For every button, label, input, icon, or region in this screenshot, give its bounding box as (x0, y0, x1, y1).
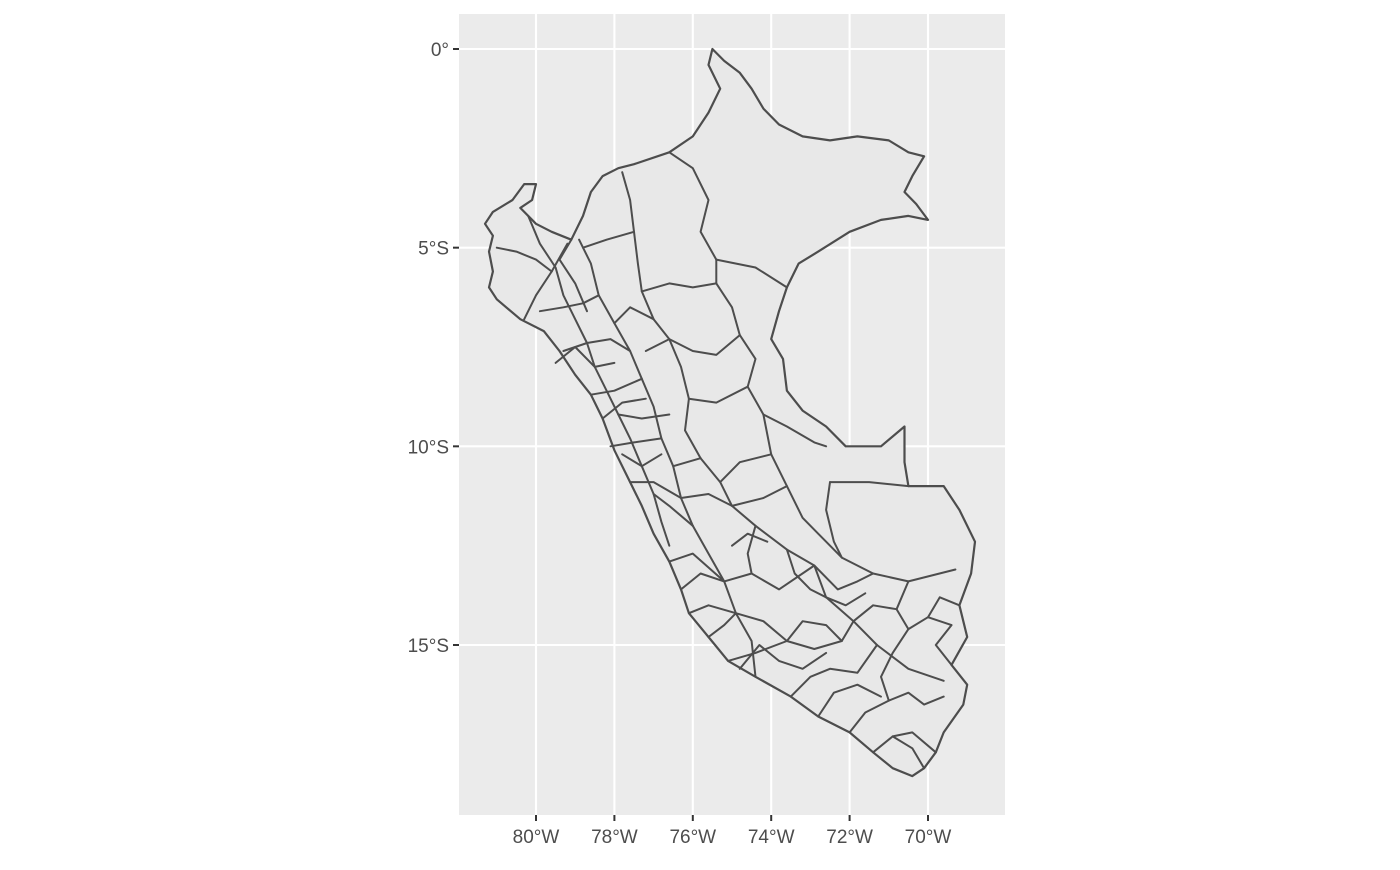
region-boundary-34 (582, 230, 635, 249)
y-tick-label: 15°S (408, 636, 449, 657)
region-boundary-38 (554, 346, 616, 368)
region-boundary-5 (825, 481, 843, 559)
region-boundary-23 (848, 691, 945, 734)
region-boundary-24 (872, 731, 937, 754)
region-boundary-7 (640, 282, 718, 293)
x-tick-label: 78°W (591, 827, 638, 848)
region-boundary-29 (719, 453, 773, 484)
region-boundary-48 (707, 612, 737, 638)
country-outline (483, 47, 977, 778)
region-boundary-25 (880, 616, 953, 702)
region-boundary-44 (891, 735, 926, 770)
x-tick-label: 72°W (826, 827, 873, 848)
region-boundary-16 (589, 377, 643, 396)
region-boundary-11 (578, 238, 757, 678)
region-boundary-27 (785, 548, 828, 599)
region-boundary-0 (668, 151, 718, 285)
region-boundary-12 (527, 214, 671, 547)
region-boundary-4 (829, 481, 910, 488)
region-boundary-14 (538, 294, 600, 313)
region-boundary-46 (927, 596, 961, 619)
region-boundary-13 (495, 246, 553, 273)
region-boundary-22 (789, 644, 878, 698)
region-boundary-18 (629, 481, 733, 507)
region-boundary-9 (687, 385, 749, 404)
y-tick-label: 10°S (408, 437, 449, 458)
map-regions (483, 47, 977, 778)
region-boundary-36 (617, 413, 671, 420)
region-boundary-52 (731, 532, 769, 547)
x-tick-label: 80°W (513, 827, 560, 848)
region-boundary-35 (613, 306, 655, 325)
region-boundary-20 (687, 604, 855, 650)
region-boundary-41 (680, 572, 726, 591)
region-boundary-37 (652, 493, 694, 527)
region-boundary-49 (825, 592, 867, 607)
region-boundary-3 (762, 413, 957, 583)
region-boundary-1 (715, 258, 788, 289)
region-boundary-31 (731, 485, 788, 507)
y-tick-label: 5°S (418, 239, 449, 260)
region-boundary-47 (813, 564, 875, 591)
region-boundary-32 (558, 238, 588, 313)
region-boundary-19 (668, 552, 816, 591)
x-tick-label: 74°W (748, 827, 795, 848)
region-boundary-21 (727, 640, 788, 662)
region-boundary-17 (609, 437, 663, 448)
region-boundary-30 (672, 457, 702, 468)
region-boundary-45 (934, 624, 953, 666)
region-boundary-51 (785, 620, 843, 642)
y-tick-label: 0° (431, 40, 449, 61)
axes: 80°W 78°W 76°W 74°W 72°W 70°W 0° 5°S 10°S 15°S (408, 40, 952, 848)
region-boundary-42 (738, 644, 828, 670)
region-boundary-33 (523, 242, 569, 321)
region-boundary-40 (621, 453, 663, 468)
x-tick-label: 76°W (669, 827, 716, 848)
x-tick-label: 70°W (905, 827, 952, 848)
region-boundary-39 (601, 397, 647, 420)
region-boundary-43 (817, 683, 882, 718)
region-boundary-8 (644, 334, 741, 356)
region-boundary-50 (852, 604, 898, 623)
